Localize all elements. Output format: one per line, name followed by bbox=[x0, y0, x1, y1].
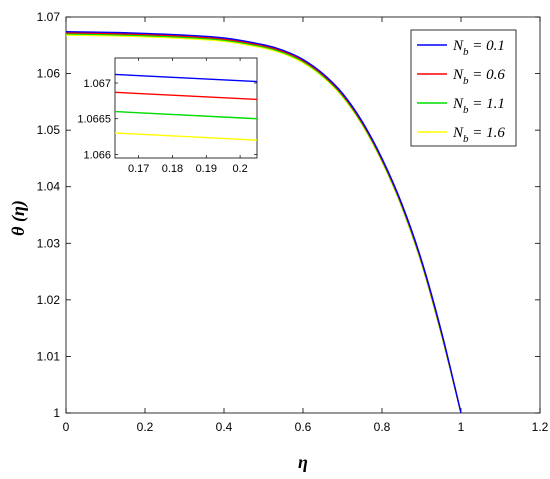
inset-y-tick-label: 1.066 bbox=[83, 149, 111, 161]
legend-symbol: N bbox=[452, 125, 464, 141]
inset-x-tick-label: 0.19 bbox=[196, 163, 217, 175]
legend-label-2: Nb = 0.6 bbox=[452, 67, 505, 87]
y-tick-label: 1.07 bbox=[37, 10, 61, 24]
y-tick-label: 1.03 bbox=[37, 236, 61, 250]
inset-plot-area: 0.17 0.18 0.19 0.2 1.066 1.0665 1.067 bbox=[77, 57, 258, 175]
legend-subscript: b bbox=[463, 75, 469, 87]
inset-y-tick-label: 1.0665 bbox=[77, 114, 111, 126]
y-tick-label: 1.04 bbox=[37, 180, 61, 194]
legend-subscript: b bbox=[463, 46, 469, 58]
main-plot-area: 0 0.2 0.4 0.6 0.8 1 1.2 1 1.01 1.02 1.03 1.04 1.05 1.… bbox=[37, 10, 549, 434]
x-tick-label: 0.4 bbox=[216, 420, 233, 434]
legend-symbol: N bbox=[452, 96, 464, 112]
inset-frame bbox=[114, 57, 258, 159]
legend-label-3: Nb = 1.1 bbox=[452, 96, 505, 116]
legend-value: = 0.6 bbox=[469, 67, 506, 83]
x-tick-label: 0.6 bbox=[295, 420, 312, 434]
x-tick-label: 0 bbox=[63, 420, 70, 434]
legend-value: = 1.1 bbox=[469, 96, 505, 112]
legend-symbol: N bbox=[452, 38, 464, 54]
x-axis-label: η bbox=[298, 452, 308, 472]
legend-value: = 0.1 bbox=[469, 38, 505, 54]
y-tick-label: 1.05 bbox=[37, 123, 61, 137]
series-line-1 bbox=[65, 31, 462, 414]
y-tick-label: 1.01 bbox=[37, 349, 61, 363]
inset-series-line-2 bbox=[114, 91, 258, 101]
inset-series-line-1 bbox=[114, 73, 258, 83]
inset-x-tick-label: 0.17 bbox=[128, 163, 149, 175]
inset-series-line-3 bbox=[114, 110, 258, 120]
legend: Nb = 0.1Nb = 0.6Nb = 1.1Nb = 1.6 bbox=[410, 29, 517, 147]
x-tick-label: 0.8 bbox=[374, 420, 391, 434]
y-tick-label: 1.06 bbox=[37, 67, 61, 81]
legend-box bbox=[410, 29, 517, 147]
legend-subscript: b bbox=[463, 104, 469, 116]
y-tick-label: 1 bbox=[53, 406, 60, 420]
x-tick-label: 1 bbox=[458, 420, 465, 434]
inset-series-line-4 bbox=[114, 132, 258, 141]
y-axis-label: θ (η) bbox=[8, 200, 29, 236]
x-tick-label: 1.2 bbox=[532, 420, 549, 434]
legend-symbol: N bbox=[452, 67, 464, 83]
legend-subscript: b bbox=[463, 133, 469, 145]
y-tick-label: 1.02 bbox=[37, 293, 61, 307]
inset-x-tick-label: 0.2 bbox=[232, 163, 247, 175]
inset-y-tick-label: 1.067 bbox=[83, 78, 111, 90]
legend-value: = 1.6 bbox=[469, 125, 506, 141]
inset-x-tick-label: 0.18 bbox=[162, 163, 183, 175]
legend-label-4: Nb = 1.6 bbox=[452, 125, 505, 145]
x-tick-label: 0.2 bbox=[137, 420, 154, 434]
legend-label-1: Nb = 0.1 bbox=[452, 38, 505, 58]
